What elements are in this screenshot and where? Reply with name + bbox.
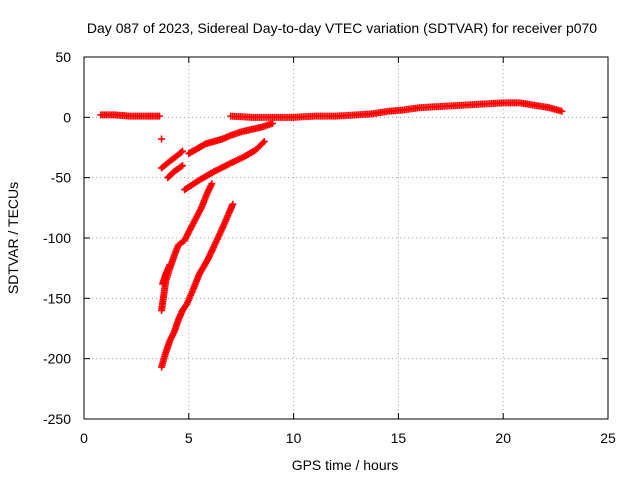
x-tick-label: 20 — [495, 430, 511, 446]
data-series — [158, 200, 237, 371]
x-tick-label: 0 — [80, 430, 88, 446]
data-series — [185, 119, 277, 158]
y-tick-label: 50 — [55, 49, 71, 65]
y-tick-label: -150 — [43, 290, 71, 306]
x-tick-label: 25 — [600, 430, 616, 446]
data-series — [158, 180, 216, 314]
data-series — [159, 261, 174, 288]
data-series — [181, 137, 268, 194]
y-tick-label: 0 — [63, 109, 71, 125]
y-tick-label: -250 — [43, 411, 71, 427]
y-tick-label: -200 — [43, 351, 71, 367]
data-series — [158, 135, 166, 143]
data-marks — [97, 99, 566, 371]
tick-labels: 0 5 10 15 20 25 50 0 -50 -100 -150 -200 -250 — [43, 49, 616, 446]
x-axis-label: GPS time / hours — [292, 457, 399, 473]
data-series — [158, 147, 187, 172]
x-tick-label: 10 — [286, 430, 302, 446]
x-tick-label: 15 — [391, 430, 407, 446]
y-tick-label: -100 — [43, 230, 71, 246]
data-series — [164, 162, 187, 182]
y-axis-label: SDTVAR / TECUs — [5, 182, 21, 294]
y-tick-label: -50 — [51, 170, 71, 186]
chart-title: Day 087 of 2023, Sidereal Day-to-day VTE… — [87, 20, 597, 36]
x-tick-label: 5 — [185, 430, 193, 446]
data-series — [227, 99, 566, 121]
data-series — [97, 111, 163, 120]
plot-border — [83, 56, 609, 420]
